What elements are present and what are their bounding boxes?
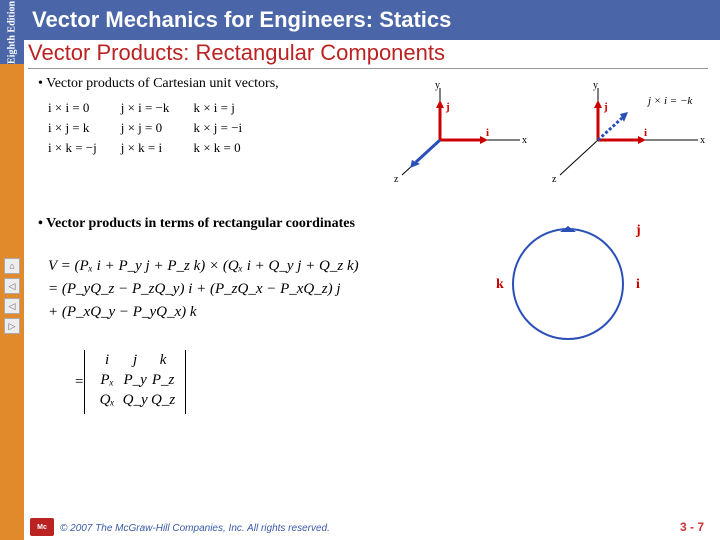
- nav-prev-icon[interactable]: ◁: [4, 298, 20, 314]
- fig1-y: y: [435, 80, 440, 91]
- eq-1c: i × k = −j: [48, 140, 97, 156]
- nav-home-icon[interactable]: ⌂: [4, 258, 20, 274]
- subtitle: Vector Products: Rectangular Components: [28, 40, 708, 69]
- fig2-x: x: [700, 135, 705, 146]
- eq2-l1: V = (Pₓ i + P_y j + P_z k) × (Qₓ i + Q_y…: [48, 258, 359, 275]
- edition-tab: Eighth Edition: [0, 0, 24, 64]
- figure-cyclic-ring: i j k: [468, 206, 668, 361]
- bullet-1: • Vector products of Cartesian unit vect…: [38, 76, 358, 92]
- eq-col-3: k × i = j k × j = −i k × k = 0: [193, 100, 242, 156]
- det-h3: k: [149, 352, 177, 372]
- det-r1c: P_z: [149, 372, 177, 392]
- eq2-l3: + (P_xQ_y − P_yQ_x) k: [48, 304, 359, 321]
- fig1-x: x: [522, 135, 527, 146]
- determinant: = i j k Pₓ P_y P_z Qₓ Q_y Q_z: [74, 350, 186, 414]
- fig2-y: y: [593, 80, 598, 91]
- eq-col-1: i × i = 0 i × j = k i × k = −j: [48, 100, 97, 156]
- eq-1b: i × j = k: [48, 120, 97, 136]
- fig2-jxi: j × i = −k: [646, 95, 693, 107]
- det-bar-right: [185, 350, 186, 414]
- figure-axes-2: x y z i j j × i = −k: [548, 80, 708, 190]
- eq-col-2: j × i = −k j × j = 0 j × k = i: [121, 100, 170, 156]
- fig2-z: z: [552, 174, 557, 185]
- page-number: 3 - 7: [680, 520, 704, 534]
- edition-text: Eighth Edition: [7, 0, 18, 63]
- eq-2a: j × i = −k: [121, 100, 170, 116]
- unit-vector-eqs: i × i = 0 i × j = k i × k = −j j × i = −…: [48, 100, 242, 156]
- content-area: • Vector products of Cartesian unit vect…: [38, 76, 708, 516]
- eq-1a: i × i = 0: [48, 100, 97, 116]
- fig3-i: i: [636, 277, 640, 292]
- det-eq: =: [74, 374, 84, 391]
- publisher-logo: Mc: [30, 518, 54, 536]
- det-r1b: P_y: [121, 372, 149, 392]
- nav-icons: ⌂ ◁ ◁ ▷: [4, 258, 20, 334]
- fig1-i: i: [486, 127, 489, 139]
- figure-axes-1: x y z i j: [390, 80, 530, 190]
- eq-3b: k × j = −i: [193, 120, 242, 136]
- det-grid: i j k Pₓ P_y P_z Qₓ Q_y Q_z: [85, 350, 185, 414]
- fig3-k: k: [496, 277, 504, 292]
- nav-first-icon[interactable]: ◁: [4, 278, 20, 294]
- det-h1: i: [93, 352, 121, 372]
- title-text: Vector Mechanics for Engineers: Statics: [32, 7, 451, 33]
- fig3-j: j: [635, 223, 641, 238]
- eq-3a: k × i = j: [193, 100, 242, 116]
- det-h2: j: [121, 352, 149, 372]
- fig1-j: j: [445, 101, 450, 113]
- eq-3c: k × k = 0: [193, 140, 242, 156]
- eq2-l2: = (P_yQ_z − P_zQ_y) i + (P_zQ_x − P_xQ_z…: [48, 281, 359, 298]
- eq-2c: j × k = i: [121, 140, 170, 156]
- eq-2b: j × j = 0: [121, 120, 170, 136]
- fig2-j: j: [603, 101, 608, 113]
- title-bar: Vector Mechanics for Engineers: Statics: [24, 0, 720, 40]
- det-r2b: Q_y: [121, 392, 149, 412]
- det-r2c: Q_z: [149, 392, 177, 412]
- bullet-2: • Vector products in terms of rectangula…: [38, 216, 358, 232]
- fig1-z: z: [394, 174, 399, 185]
- copyright-footer: © 2007 The McGraw-Hill Companies, Inc. A…: [60, 523, 330, 534]
- det-r1a: Pₓ: [93, 372, 121, 392]
- det-r2a: Qₓ: [93, 392, 121, 412]
- slide: Eighth Edition Vector Mechanics for Engi…: [0, 0, 720, 540]
- expansion-eqs: V = (Pₓ i + P_y j + P_z k) × (Qₓ i + Q_y…: [48, 258, 359, 327]
- nav-next-icon[interactable]: ▷: [4, 318, 20, 334]
- fig2-i: i: [644, 127, 647, 139]
